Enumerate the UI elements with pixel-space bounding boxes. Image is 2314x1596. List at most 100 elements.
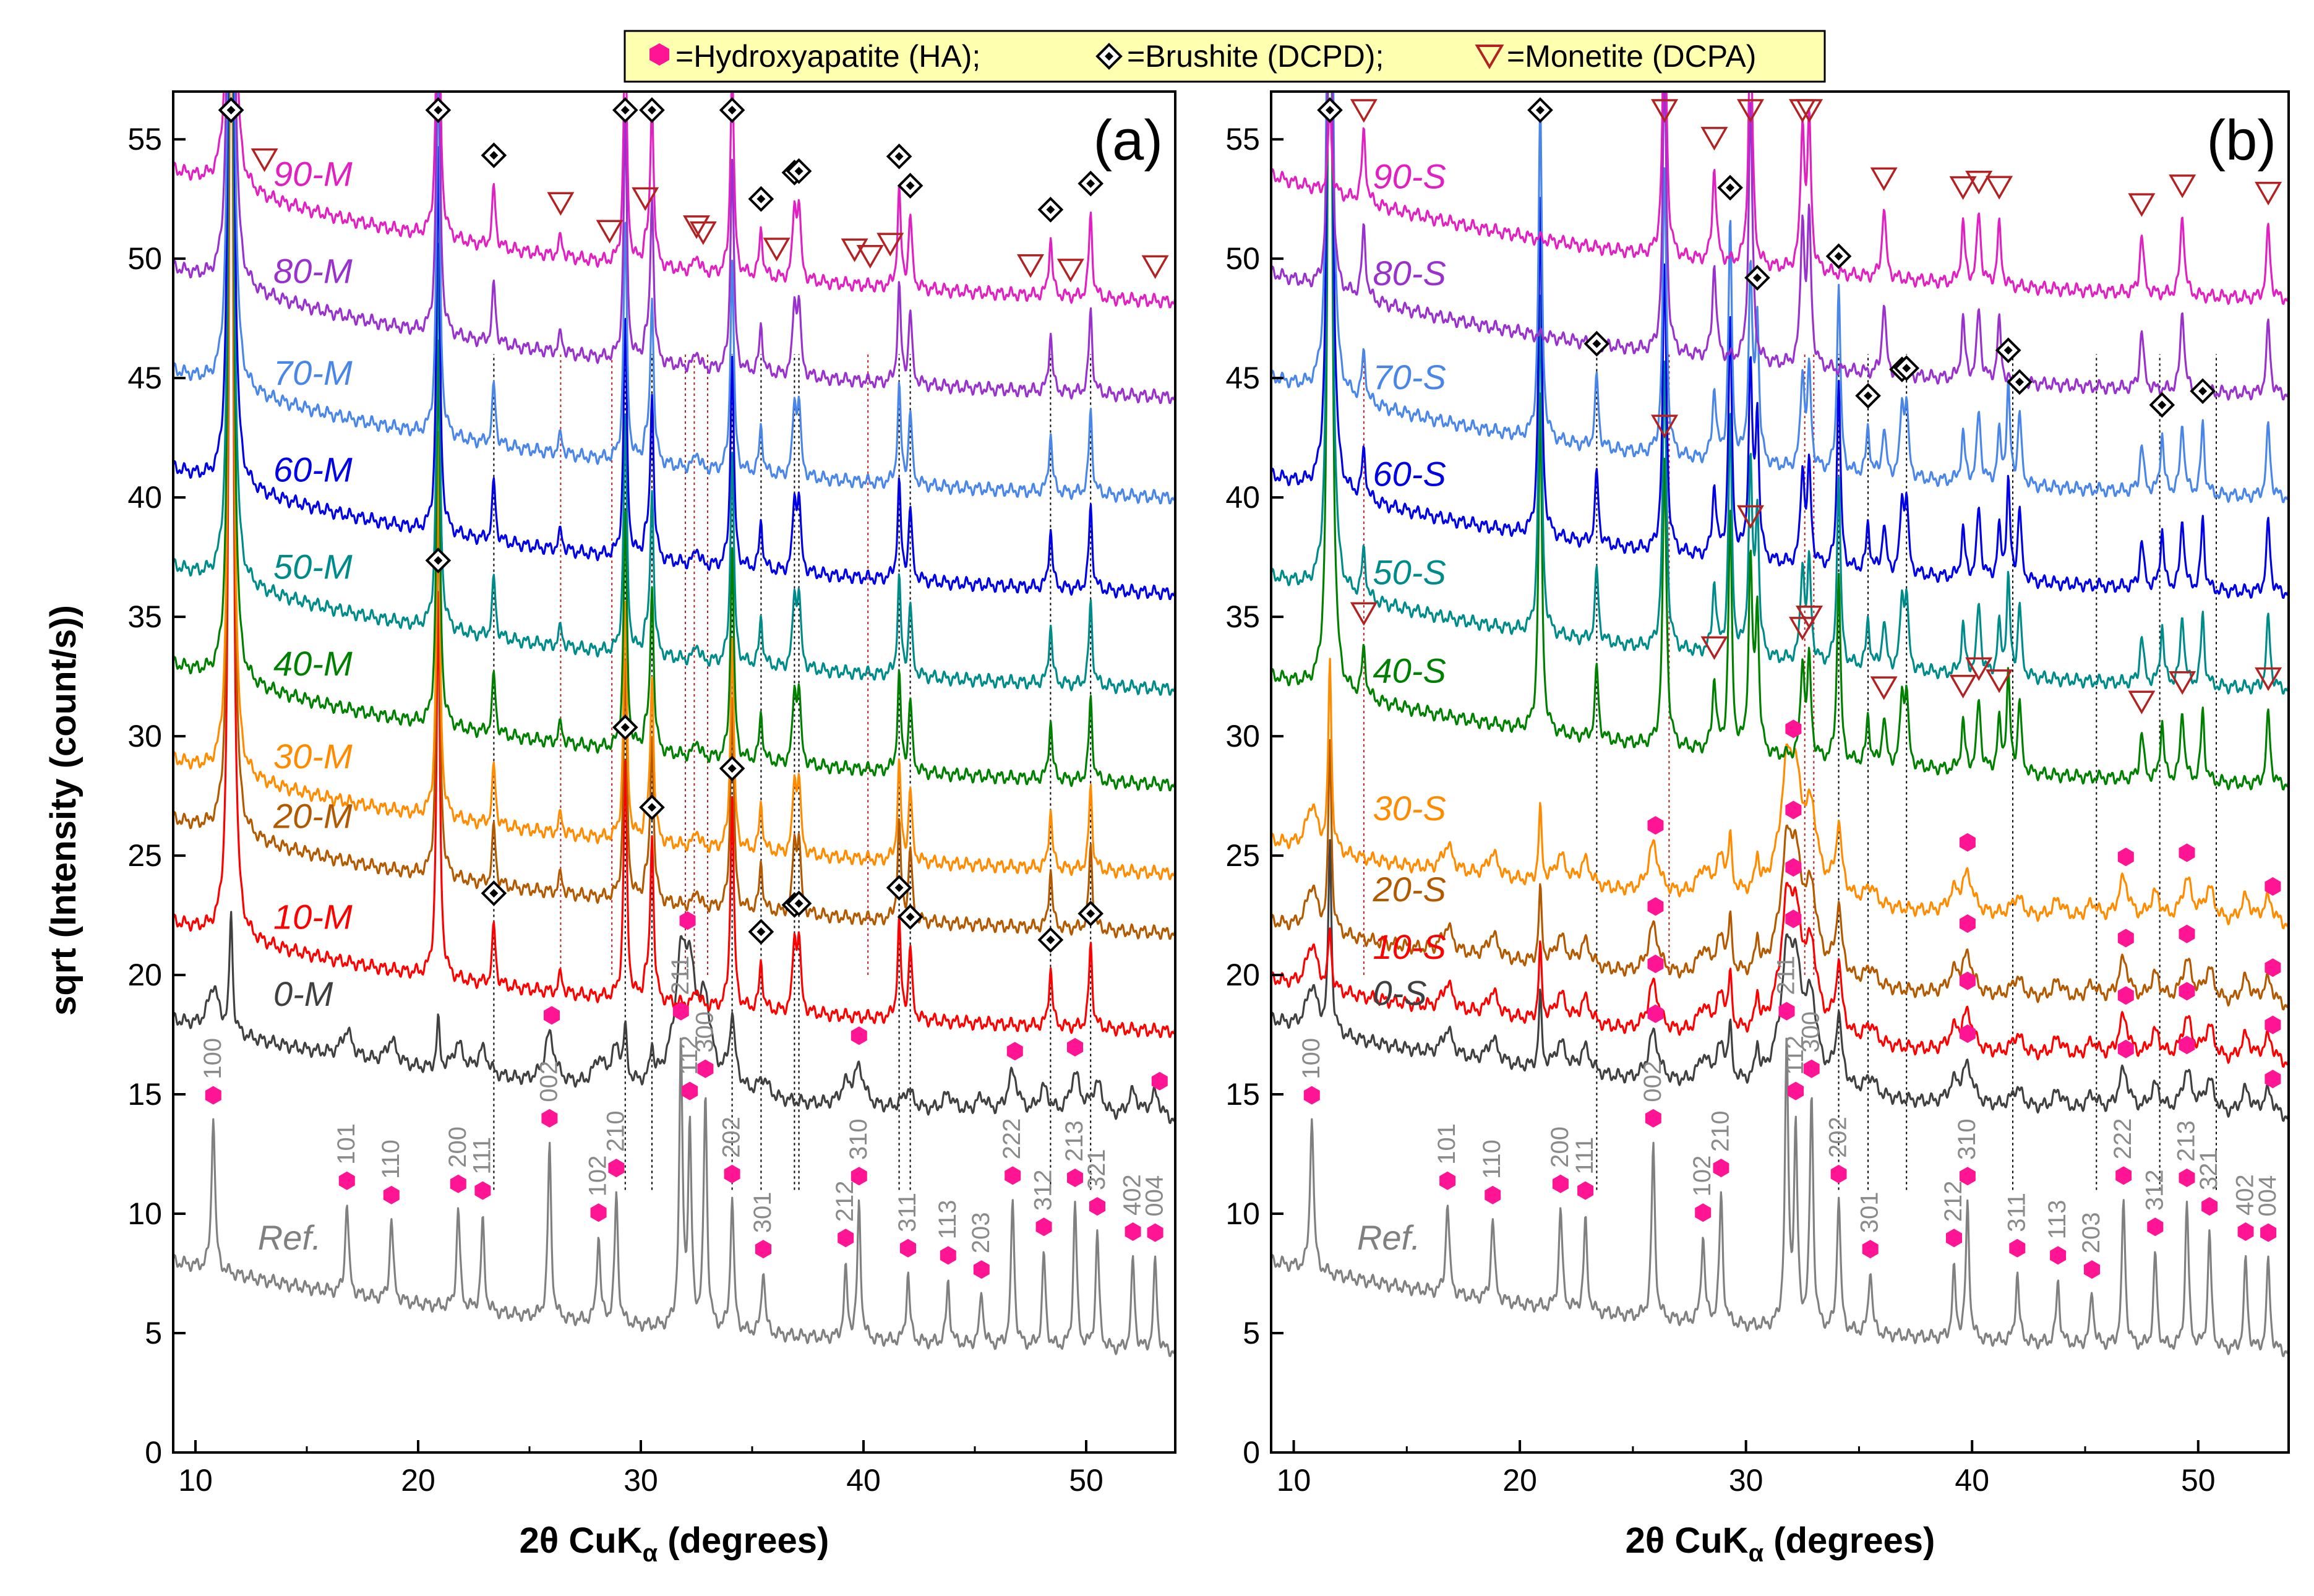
ha-marker <box>2201 1197 2218 1216</box>
hkl-label: 211 <box>667 956 694 995</box>
ha-marker <box>1803 1059 1820 1078</box>
dcpa-marker <box>1965 171 1993 195</box>
series-line-50m <box>173 92 1175 696</box>
dcpd-marker <box>481 142 507 168</box>
hkl-label: 310 <box>1953 1118 1981 1160</box>
y-tick-label: 20 <box>127 958 162 992</box>
dcpd-marker <box>719 755 745 782</box>
dcpd-marker <box>886 144 912 169</box>
ha-marker <box>851 1026 867 1045</box>
dcpa-marker <box>1350 602 1378 626</box>
series-label: 40-S <box>1373 651 1446 690</box>
panel-b-plot-area: Ref. 0-S 10-S 20-S 30-S 40-S 50-S 60-S 70-S 80-S 9… <box>1271 92 2289 1357</box>
ha-marker <box>1647 897 1664 916</box>
dcpd-marker <box>897 904 923 930</box>
ha-marker <box>851 1167 867 1186</box>
dcpa-marker <box>856 244 884 269</box>
hkl-label: 113 <box>2044 1200 2071 1240</box>
dcpd-marker <box>2190 378 2216 405</box>
dcpd-marker <box>1037 197 1064 223</box>
series-line-80s <box>1271 92 2289 401</box>
x-tick-label: 10 <box>1277 1463 1311 1498</box>
ha-marker <box>1035 1217 1052 1237</box>
series-line-20s <box>1271 739 2289 1011</box>
hkl-label: 211 <box>1772 956 1799 995</box>
dcpa-marker <box>1736 505 1765 529</box>
dcpa-marker <box>2255 667 2282 692</box>
series-label: 90-S <box>1373 157 1446 196</box>
ha-marker <box>1946 1229 1962 1248</box>
y-tick-label: 55 <box>127 122 162 157</box>
hkl-label: 203 <box>967 1212 995 1253</box>
hkl-label: 310 <box>845 1118 872 1160</box>
dcpd-marker-icon <box>1095 43 1123 70</box>
series-line-60m <box>173 92 1175 601</box>
y-tick-label: 45 <box>127 361 162 395</box>
hkl-label: 321 <box>2195 1149 2222 1190</box>
hkl-label: 222 <box>998 1118 1026 1160</box>
hkl-label: 002 <box>535 1061 562 1102</box>
dcpd-marker <box>886 875 912 901</box>
series-line-40s <box>1271 92 2289 791</box>
hkl-label: 301 <box>1856 1191 1883 1233</box>
dcpa-marker <box>1949 674 1977 699</box>
ha-marker <box>1788 1081 1804 1100</box>
ha-marker-icon <box>649 43 669 66</box>
x-tick-label: 50 <box>2181 1463 2216 1498</box>
dcpd-marker <box>639 794 665 820</box>
ha-marker <box>755 1240 771 1259</box>
ha-marker <box>2117 847 2134 867</box>
dcpa-marker <box>1141 255 1169 279</box>
y-tick-label: 20 <box>1225 958 1260 992</box>
ha-marker <box>1959 971 1976 990</box>
series-label: 0-M <box>273 974 333 1013</box>
dcpa-marker <box>689 221 717 246</box>
x-tick-label: 40 <box>846 1463 881 1498</box>
dcpd-marker <box>786 890 812 917</box>
series-label: 30-M <box>273 737 353 776</box>
ha-marker <box>2179 1169 2195 1187</box>
ha-marker <box>2050 1246 2067 1265</box>
hkl-label: 210 <box>1707 1110 1734 1152</box>
y-tick-label: 25 <box>127 838 162 873</box>
dcpd-marker <box>1855 382 1881 409</box>
hkl-label: 111 <box>468 1137 495 1175</box>
ha-marker <box>1959 1024 1976 1043</box>
panel-b: Ref. 0-S 10-S 20-S 30-S 40-S 50-S 60-S 70-S 80-S 9… <box>1225 90 2290 1567</box>
dcpa-marker <box>1056 259 1084 283</box>
dcpd-marker <box>1078 170 1104 197</box>
ha-marker <box>1785 800 1802 820</box>
dcpd-marker <box>719 97 745 123</box>
hkl-label: 004 <box>2254 1175 2281 1217</box>
ha-marker <box>1089 1197 1105 1216</box>
ha-marker <box>1552 1174 1569 1193</box>
ha-marker <box>1147 1223 1163 1242</box>
dcpd-marker <box>1744 265 1770 291</box>
dcpa-marker <box>2169 174 2196 199</box>
ha-marker <box>383 1185 400 1204</box>
hkl-label: 212 <box>831 1180 859 1222</box>
series-line-30s <box>1271 658 2289 930</box>
panel-b-frame <box>1270 90 2290 1454</box>
dcpd-marker <box>612 97 638 123</box>
y-tick-label: 40 <box>127 480 162 515</box>
series-label: 10-S <box>1373 927 1446 966</box>
x-tick-label: 20 <box>1502 1463 1537 1498</box>
hkl-label: 101 <box>1433 1123 1460 1165</box>
ha-marker <box>450 1174 466 1193</box>
dcpa-marker <box>2128 690 2156 714</box>
dcpa-marker <box>1795 99 1823 123</box>
dcpa-marker <box>1651 414 1679 439</box>
y-axis-title: sqrt (Intensity (count/s)) <box>43 605 84 1016</box>
series-label: 40-M <box>273 644 353 683</box>
ha-marker <box>1713 1159 1729 1178</box>
ha-marker <box>1645 1109 1661 1128</box>
legend-dcpd-label: =Brushite (DCPD); <box>1127 39 1384 74</box>
dcpd-marker <box>1995 337 2021 364</box>
x-tick-label: 20 <box>401 1463 435 1498</box>
y-tick-label: 35 <box>1225 599 1260 634</box>
series-label: 10-M <box>273 897 353 936</box>
hkl-label: 102 <box>585 1156 612 1197</box>
dcpa-marker-icon <box>1475 45 1504 69</box>
